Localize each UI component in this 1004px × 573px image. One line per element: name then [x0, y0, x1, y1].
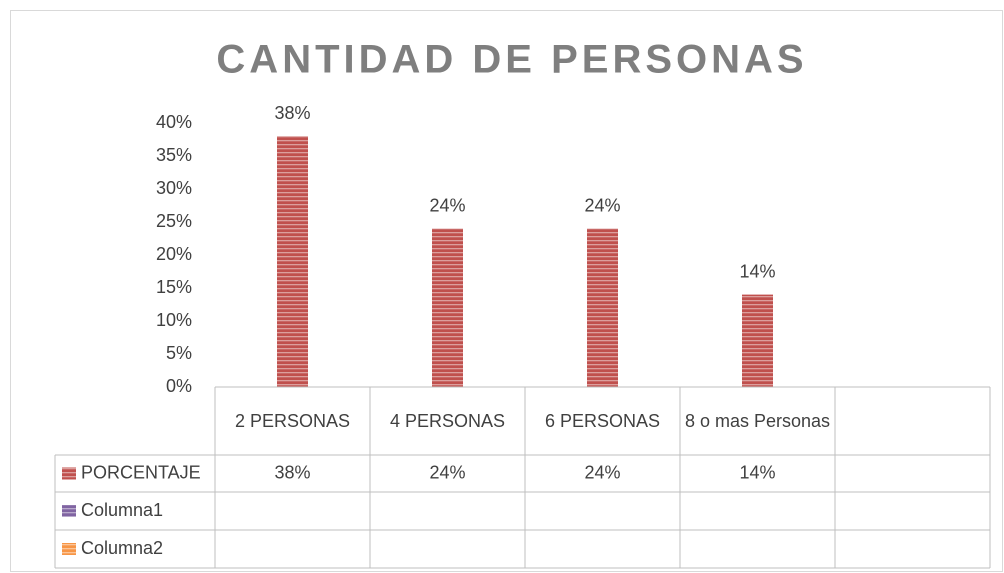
table-value: 38%: [274, 462, 310, 482]
y-tick-label: 35%: [156, 145, 192, 165]
chart-border: [10, 10, 1003, 572]
legend-marker: [62, 467, 76, 480]
legend-marker: [62, 505, 76, 517]
x-tick-label: 4 PERSONAS: [389, 410, 506, 431]
data-label: 14%: [739, 261, 775, 281]
bar: [742, 294, 773, 387]
x-tick-label: 6 PERSONAS: [544, 410, 661, 431]
y-tick-label: 40%: [156, 112, 192, 132]
table-value: 14%: [739, 462, 775, 482]
x-tick-label-text: 6 PERSONAS: [544, 410, 661, 431]
y-tick-label: 20%: [156, 244, 192, 264]
y-tick-label: 0%: [166, 376, 192, 396]
x-tick-label: 2 PERSONAS: [234, 410, 351, 431]
y-tick-label: 25%: [156, 211, 192, 231]
bar: [432, 228, 463, 387]
data-label: 24%: [429, 195, 465, 215]
table-value: 24%: [584, 462, 620, 482]
y-tick-label: 5%: [166, 343, 192, 363]
chart-title: CANTIDAD DE PERSONAS: [216, 38, 807, 82]
x-tick-label-text: 2 PERSONAS: [234, 410, 351, 431]
x-tick-label-text: 4 PERSONAS: [389, 410, 506, 431]
table-value: 24%: [429, 462, 465, 482]
y-tick-label: 15%: [156, 277, 192, 297]
legend-label: Columna2: [81, 538, 163, 558]
y-tick-label: 30%: [156, 178, 192, 198]
data-label: 38%: [274, 103, 310, 123]
x-tick-label-text: 8 o mas Personas: [684, 410, 831, 431]
bar: [277, 136, 308, 387]
x-tick-label: 8 o mas Personas: [684, 410, 831, 431]
y-tick-label: 10%: [156, 310, 192, 330]
legend-marker: [62, 543, 76, 555]
data-label: 24%: [584, 195, 620, 215]
legend-label: Columna1: [81, 500, 163, 520]
legend-label: PORCENTAJE: [81, 462, 201, 482]
bar: [587, 228, 618, 387]
